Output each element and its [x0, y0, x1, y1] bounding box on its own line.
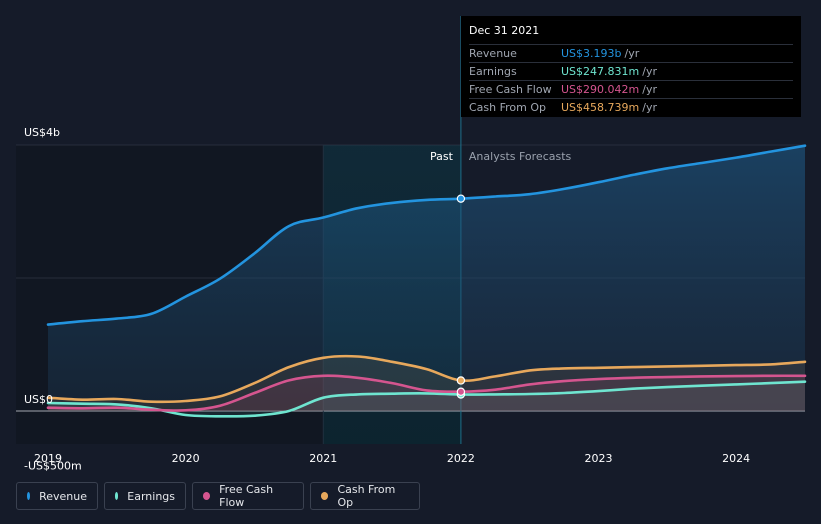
line-earnings — [46, 380, 807, 418]
area-revenue — [48, 145, 805, 411]
legend-dot — [321, 492, 329, 500]
legend-item-revenue[interactable]: Revenue — [16, 482, 98, 510]
tooltip-value: US$247.831m — [561, 65, 640, 78]
legend-dot — [203, 492, 211, 500]
tooltip: Dec 31 2021 Revenue US$3.193b /yr Earnin… — [461, 16, 801, 117]
tooltip-unit: /yr — [642, 101, 657, 114]
x-tick-label: 2020 — [172, 452, 200, 465]
tooltip-value: US$3.193b — [561, 47, 622, 60]
area-cash-from-op — [48, 356, 805, 411]
legend-dot — [115, 492, 119, 500]
tooltip-row-cash-from-op: Cash From Op US$458.739m /yr — [469, 98, 793, 116]
x-tick-label: 2022 — [447, 452, 475, 465]
marker-revenue — [456, 194, 466, 203]
marker-free-cash-flow — [456, 387, 466, 396]
marker-cash-from-op — [456, 376, 466, 385]
tooltip-value: US$290.042m — [561, 83, 640, 96]
x-tick-label: 2021 — [309, 452, 337, 465]
x-tick-label: 2023 — [585, 452, 613, 465]
line-cash-from-op — [46, 354, 807, 404]
tooltip-row-revenue: Revenue US$3.193b /yr — [469, 44, 793, 62]
past-label: Past — [430, 150, 454, 163]
legend-label: Revenue — [39, 489, 87, 503]
tooltip-row-earnings: Earnings US$247.831m /yr — [469, 62, 793, 80]
legend-item-earnings[interactable]: Earnings — [104, 482, 186, 510]
tooltip-unit: /yr — [642, 65, 657, 78]
y-tick-label: -US$500m — [24, 459, 82, 472]
tooltip-row-free-cash-flow: Free Cash Flow US$290.042m /yr — [469, 80, 793, 98]
tooltip-label: Cash From Op — [469, 101, 547, 114]
tooltip-unit: /yr — [642, 83, 657, 96]
x-tick-label: 2024 — [722, 452, 750, 465]
tooltip-label: Free Cash Flow — [469, 83, 552, 96]
tooltip-date: Dec 31 2021 — [469, 24, 540, 37]
y-tick-label: US$0 — [24, 393, 53, 406]
legend-item-cash-from-op[interactable]: Cash From Op — [310, 482, 420, 510]
tooltip-value: US$458.739m — [561, 101, 640, 114]
legend-label: Free Cash Flow — [219, 483, 274, 509]
line-revenue — [46, 144, 807, 326]
line-free-cash-flow — [46, 374, 807, 412]
tooltip-label: Earnings — [469, 65, 517, 78]
legend-label: Earnings — [127, 489, 175, 503]
tooltip-unit: /yr — [624, 47, 640, 60]
tooltip-label: Revenue — [469, 47, 517, 60]
x-tick-label: 2019 — [34, 452, 62, 465]
forecast-label: Analysts Forecasts — [469, 150, 572, 163]
legend-label: Cash From Op — [337, 483, 396, 509]
legend-item-free-cash-flow[interactable]: Free Cash Flow — [192, 482, 304, 510]
y-tick-label: US$4b — [24, 126, 60, 139]
legend-dot — [27, 492, 31, 500]
